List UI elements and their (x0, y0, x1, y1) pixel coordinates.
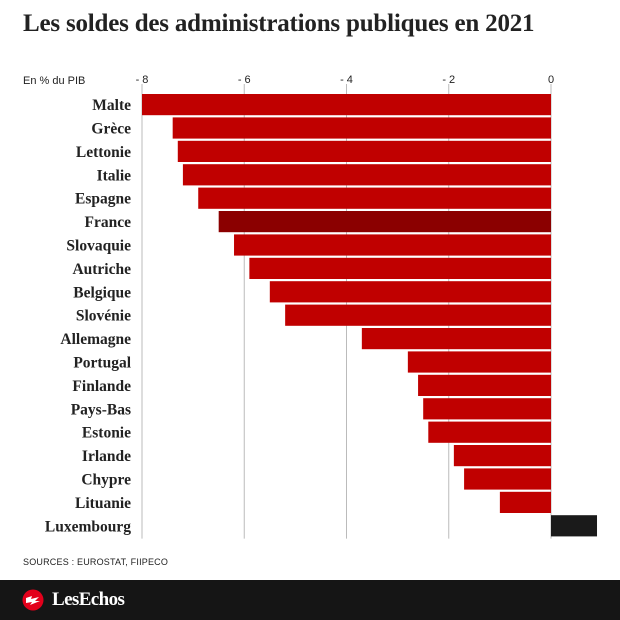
category-label: Irlande (82, 448, 131, 465)
bar (551, 515, 598, 537)
category-label: Malte (92, 97, 131, 114)
bar (142, 94, 551, 116)
category-label: Luxembourg (45, 518, 131, 535)
footer-bar: LesEchos (0, 580, 620, 620)
bar (453, 445, 551, 467)
category-label: Portugal (73, 355, 131, 372)
category-label: Italie (97, 167, 132, 184)
bar (198, 187, 552, 209)
bar (418, 374, 551, 396)
chart-title: Les soldes des administrations publiques… (23, 10, 535, 37)
category-label: Lettonie (76, 144, 131, 161)
category-label: Autriche (72, 261, 131, 278)
category-label: Belgique (73, 284, 131, 301)
category-label: Slovénie (76, 308, 131, 325)
bar (423, 398, 551, 420)
bar (464, 468, 551, 490)
sources-note: SOURCES : EUROSTAT, FIIPECO (23, 557, 169, 567)
bar (428, 421, 551, 443)
category-label: Lituanie (75, 495, 131, 512)
category-label: Pays-Bas (71, 401, 131, 418)
category-label: Estonie (82, 425, 131, 442)
bar (172, 117, 552, 139)
category-label: Finlande (72, 378, 131, 395)
category-label: Chypre (81, 472, 131, 489)
bar (249, 257, 552, 279)
bars (142, 94, 598, 537)
bar (234, 234, 551, 256)
les-echos-logo: LesEchos (52, 589, 125, 610)
category-label: Espagne (75, 191, 131, 208)
tick-label: 0 (548, 74, 554, 86)
unit-label: En % du PIB (23, 75, 85, 87)
bar (182, 164, 551, 186)
category-label: France (85, 214, 132, 231)
category-label: Grèce (91, 121, 131, 138)
bar (285, 304, 551, 326)
bar-chart: En % du PIB - 8 - 6 - 4 - 2 0 Malte Grèce Lett… (23, 74, 598, 539)
bar (218, 211, 551, 233)
tick-label: - 6 (238, 74, 251, 86)
tick-labels: - 8 - 6 - 4 - 2 0 (136, 74, 554, 86)
bar (361, 328, 551, 350)
bar (407, 351, 551, 373)
bar (499, 491, 551, 513)
bar (269, 281, 551, 303)
category-label: Slovaquie (66, 238, 131, 255)
les-echos-logo-icon (22, 589, 44, 611)
bar (177, 140, 551, 162)
tick-label: - 8 (136, 74, 149, 86)
tick-label: - 4 (340, 74, 353, 86)
tick-label: - 2 (442, 74, 455, 86)
category-labels: Malte Grèce Lettonie Italie Espagne France Slo… (45, 97, 132, 535)
category-label: Allemagne (60, 331, 131, 348)
